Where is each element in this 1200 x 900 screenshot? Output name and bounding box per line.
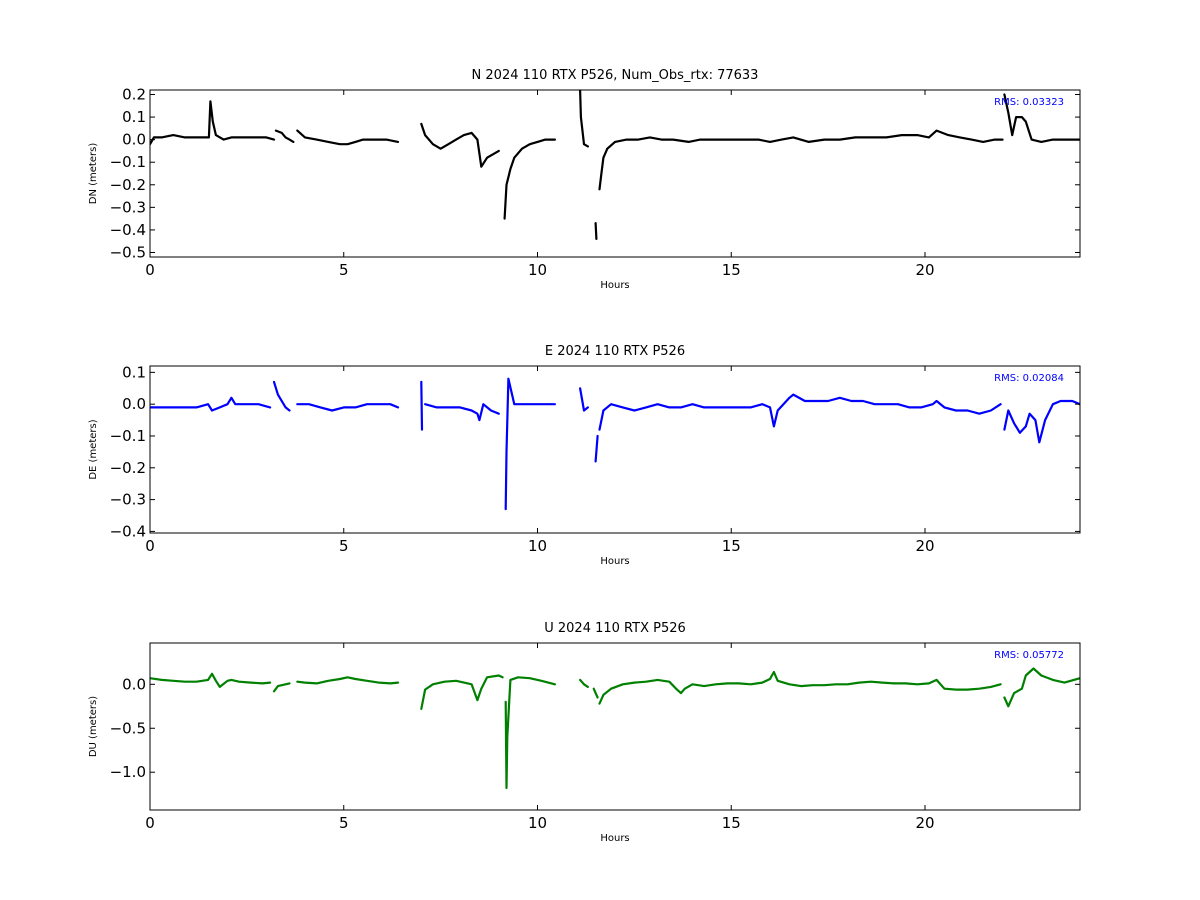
north-series-segment xyxy=(579,90,589,148)
east-series-segment xyxy=(504,377,556,511)
north-y-axis-label: DN (meters) xyxy=(88,143,99,205)
east-x-tick-label: 10 xyxy=(528,537,547,555)
north-y-tick-label: −0.3 xyxy=(110,198,146,216)
up-x-tick-label: 0 xyxy=(145,814,155,832)
north-y-tick-label: −0.5 xyxy=(110,243,146,261)
north-y-tick-label: −0.2 xyxy=(110,176,146,194)
east-y-tick-label: 0.1 xyxy=(122,363,146,381)
north-y-tick-label: 0.0 xyxy=(122,131,146,149)
north-y-tick-label: −0.1 xyxy=(110,153,146,171)
up-series-segment xyxy=(579,678,589,688)
east-x-axis-label: Hours xyxy=(600,556,629,567)
east-data-lines xyxy=(150,377,1080,511)
east-series-segment xyxy=(598,393,1002,431)
north-ticks: 0 5 10 15 20 0.2 0.1 0.0 −0.1 −0.2 −0.3 −0.4 −0.5 xyxy=(110,86,1080,279)
up-y-tick-label: −1.0 xyxy=(110,763,146,781)
up-series-segment xyxy=(420,674,504,710)
east-axes-frame xyxy=(149,365,1081,534)
up-chart-title: U 2024 110 RTX P526 xyxy=(544,621,686,636)
up-data-lines xyxy=(150,667,1080,790)
north-x-tick-label: 5 xyxy=(339,261,349,279)
north-series-segment xyxy=(503,138,556,220)
east-series-segment xyxy=(1003,399,1080,444)
up-rms-annotation: RMS: 0.05772 xyxy=(994,650,1064,661)
north-y-tick-label: 0.2 xyxy=(122,86,146,104)
east-y-tick-label: 0.0 xyxy=(122,395,146,413)
up-series-segment xyxy=(150,672,272,688)
up-y-tick-label: 0.0 xyxy=(122,675,146,693)
east-series-segment xyxy=(579,387,589,412)
north-x-tick-label: 15 xyxy=(722,261,741,279)
up-y-axis-label: DU (meters) xyxy=(88,696,99,757)
east-chart-title: E 2024 110 RTX P526 xyxy=(545,344,685,359)
east-series-segment xyxy=(594,434,599,463)
north-x-axis-label: Hours xyxy=(600,280,629,291)
chart-panel-up: 0 5 10 15 200.0−0.5−1.0 U 2024 110 RTX P526 … xyxy=(88,621,1081,844)
north-x-tick-label: 0 xyxy=(145,261,155,279)
east-x-tick-label: 0 xyxy=(145,537,155,555)
up-x-axis-label: Hours xyxy=(600,833,629,844)
north-series-segment xyxy=(598,129,1004,191)
east-x-tick-label: 5 xyxy=(339,537,349,555)
east-series-segment xyxy=(420,380,424,431)
east-series-segment xyxy=(296,403,400,412)
up-x-tick-label: 5 xyxy=(339,814,349,832)
up-x-tick-label: 20 xyxy=(915,814,934,832)
north-axes-frame xyxy=(149,89,1081,258)
east-y-tick-label: −0.2 xyxy=(110,459,146,477)
north-series-segment xyxy=(274,129,295,143)
east-y-axis-label: DE (meters) xyxy=(88,419,99,479)
up-series-segment xyxy=(1003,667,1080,708)
up-series-segment xyxy=(504,676,556,790)
north-series-segment xyxy=(296,129,400,146)
chart-panel-north: 0 5 10 15 20 0.2 0.1 0.0 −0.1 −0.2 −0.3 −0.4 −0.5 N … xyxy=(88,68,1081,291)
east-series-segment xyxy=(150,396,272,412)
north-series-segment xyxy=(594,222,598,240)
east-series-segment xyxy=(424,403,500,422)
east-ticks: 0 5 10 15 20 0.1 0.0 −0.1 −0.2 −0.3 −0.4 xyxy=(110,363,1080,555)
east-x-tick-label: 15 xyxy=(722,537,741,555)
east-y-tick-label: −0.1 xyxy=(110,427,146,445)
up-x-tick-label: 10 xyxy=(528,814,547,832)
east-y-tick-label: −0.3 xyxy=(110,491,146,509)
up-series-segment xyxy=(296,676,400,685)
north-x-tick-label: 20 xyxy=(915,261,934,279)
chart-panel-east: 0 5 10 15 20 0.1 0.0 −0.1 −0.2 −0.3 −0.4 E 2024 11… xyxy=(88,344,1081,567)
up-series-segment xyxy=(272,682,291,693)
north-y-tick-label: −0.4 xyxy=(110,221,146,239)
north-rms-annotation: RMS: 0.03323 xyxy=(994,97,1064,108)
north-series-segment xyxy=(150,100,276,146)
north-series-segment xyxy=(420,122,500,168)
north-data-lines xyxy=(150,90,1080,240)
up-series-segment xyxy=(592,687,599,699)
up-series-segment xyxy=(598,670,1002,705)
up-y-tick-label: −0.5 xyxy=(110,719,146,737)
east-rms-annotation: RMS: 0.02084 xyxy=(994,373,1064,384)
north-y-tick-label: 0.1 xyxy=(122,108,146,126)
north-x-tick-label: 10 xyxy=(528,261,547,279)
east-x-tick-label: 20 xyxy=(915,537,934,555)
up-x-tick-label: 15 xyxy=(722,814,741,832)
east-series-segment xyxy=(272,380,291,412)
up-axes-frame xyxy=(149,642,1081,811)
east-y-tick-label: −0.4 xyxy=(110,522,146,540)
north-series-segment xyxy=(1003,93,1080,143)
north-chart-title: N 2024 110 RTX P526, Num_Obs_rtx: 77633 xyxy=(472,68,759,83)
